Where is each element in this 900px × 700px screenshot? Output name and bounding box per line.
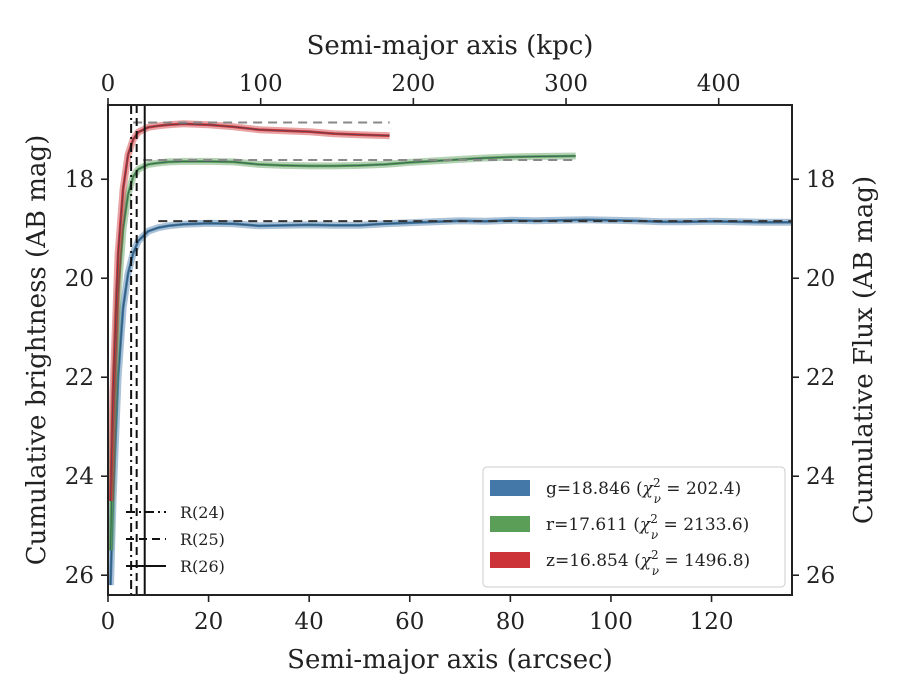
vline-legend-label: R(26) bbox=[180, 557, 225, 576]
y-axis-right: 18 20 22 24 26 bbox=[792, 167, 835, 589]
x-axis-label: Semi-major axis (arcsec) bbox=[287, 645, 613, 675]
vline-legend-label: R(25) bbox=[180, 530, 225, 549]
legend-label: z=16.854 (χ2 ν = 1496.8) bbox=[546, 548, 750, 578]
x-tick-label: 100 bbox=[589, 609, 633, 635]
y-tick-label: 20 bbox=[65, 266, 94, 292]
series-band-2 bbox=[108, 120, 390, 502]
vline-legend-label: R(24) bbox=[180, 503, 225, 522]
y-tick-label: 18 bbox=[65, 167, 94, 193]
y-tick-label: 22 bbox=[65, 365, 94, 391]
legend: g=18.846 (χ2 ν = 202.4) r=17.611 (χ2 ν = 21… bbox=[482, 466, 786, 588]
x-tick-label: 120 bbox=[690, 609, 734, 635]
legend-swatch bbox=[490, 480, 530, 496]
x2-tick-label: 0 bbox=[101, 71, 116, 97]
x-tick-label: 20 bbox=[194, 609, 223, 635]
x-tick-label: 40 bbox=[295, 609, 324, 635]
y2-tick-label: 26 bbox=[806, 563, 835, 589]
x-tick-label: 80 bbox=[496, 609, 525, 635]
legend-swatch bbox=[490, 552, 530, 568]
legend-label: r=17.611 (χ2 ν = 2133.6) bbox=[546, 512, 749, 542]
legend-label: g=18.846 (χ2 ν = 202.4) bbox=[546, 476, 741, 506]
x2-tick-label: 400 bbox=[697, 71, 741, 97]
y-axis-left: 18 20 22 24 26 bbox=[65, 167, 108, 589]
x-axis-top: 0 100 200 300 400 bbox=[101, 71, 741, 105]
legend-box bbox=[482, 466, 786, 588]
plot-frame bbox=[107, 104, 793, 596]
x-tick-label: 0 bbox=[101, 609, 116, 635]
vline-legend: R(24) R(25) R(26) bbox=[126, 503, 225, 576]
series-center-2 bbox=[110, 123, 390, 502]
y2-tick-label: 24 bbox=[806, 464, 835, 490]
x2-tick-label: 300 bbox=[544, 71, 588, 97]
series-line-2 bbox=[109, 122, 390, 502]
legend-swatch bbox=[490, 516, 530, 532]
y-axis-label: Cumulative brightness (AB mag) bbox=[22, 135, 52, 566]
x2-axis-label: Semi-major axis (kpc) bbox=[307, 31, 594, 61]
x2-tick-label: 100 bbox=[239, 71, 283, 97]
y2-tick-label: 22 bbox=[806, 365, 835, 391]
y2-axis-label: Cumulative Flux (AB mag) bbox=[849, 176, 879, 524]
x-tick-label: 60 bbox=[395, 609, 424, 635]
series-center-1 bbox=[110, 155, 576, 551]
y2-tick-label: 18 bbox=[806, 167, 835, 193]
x2-tick-label: 200 bbox=[391, 71, 435, 97]
y-tick-label: 24 bbox=[65, 464, 94, 490]
series-layer bbox=[108, 120, 792, 586]
vline-layer bbox=[130, 105, 146, 595]
y-tick-label: 26 bbox=[65, 563, 94, 589]
y2-tick-label: 20 bbox=[806, 266, 835, 292]
x-axis-bottom: 0 20 40 60 80 100 120 bbox=[101, 595, 734, 635]
